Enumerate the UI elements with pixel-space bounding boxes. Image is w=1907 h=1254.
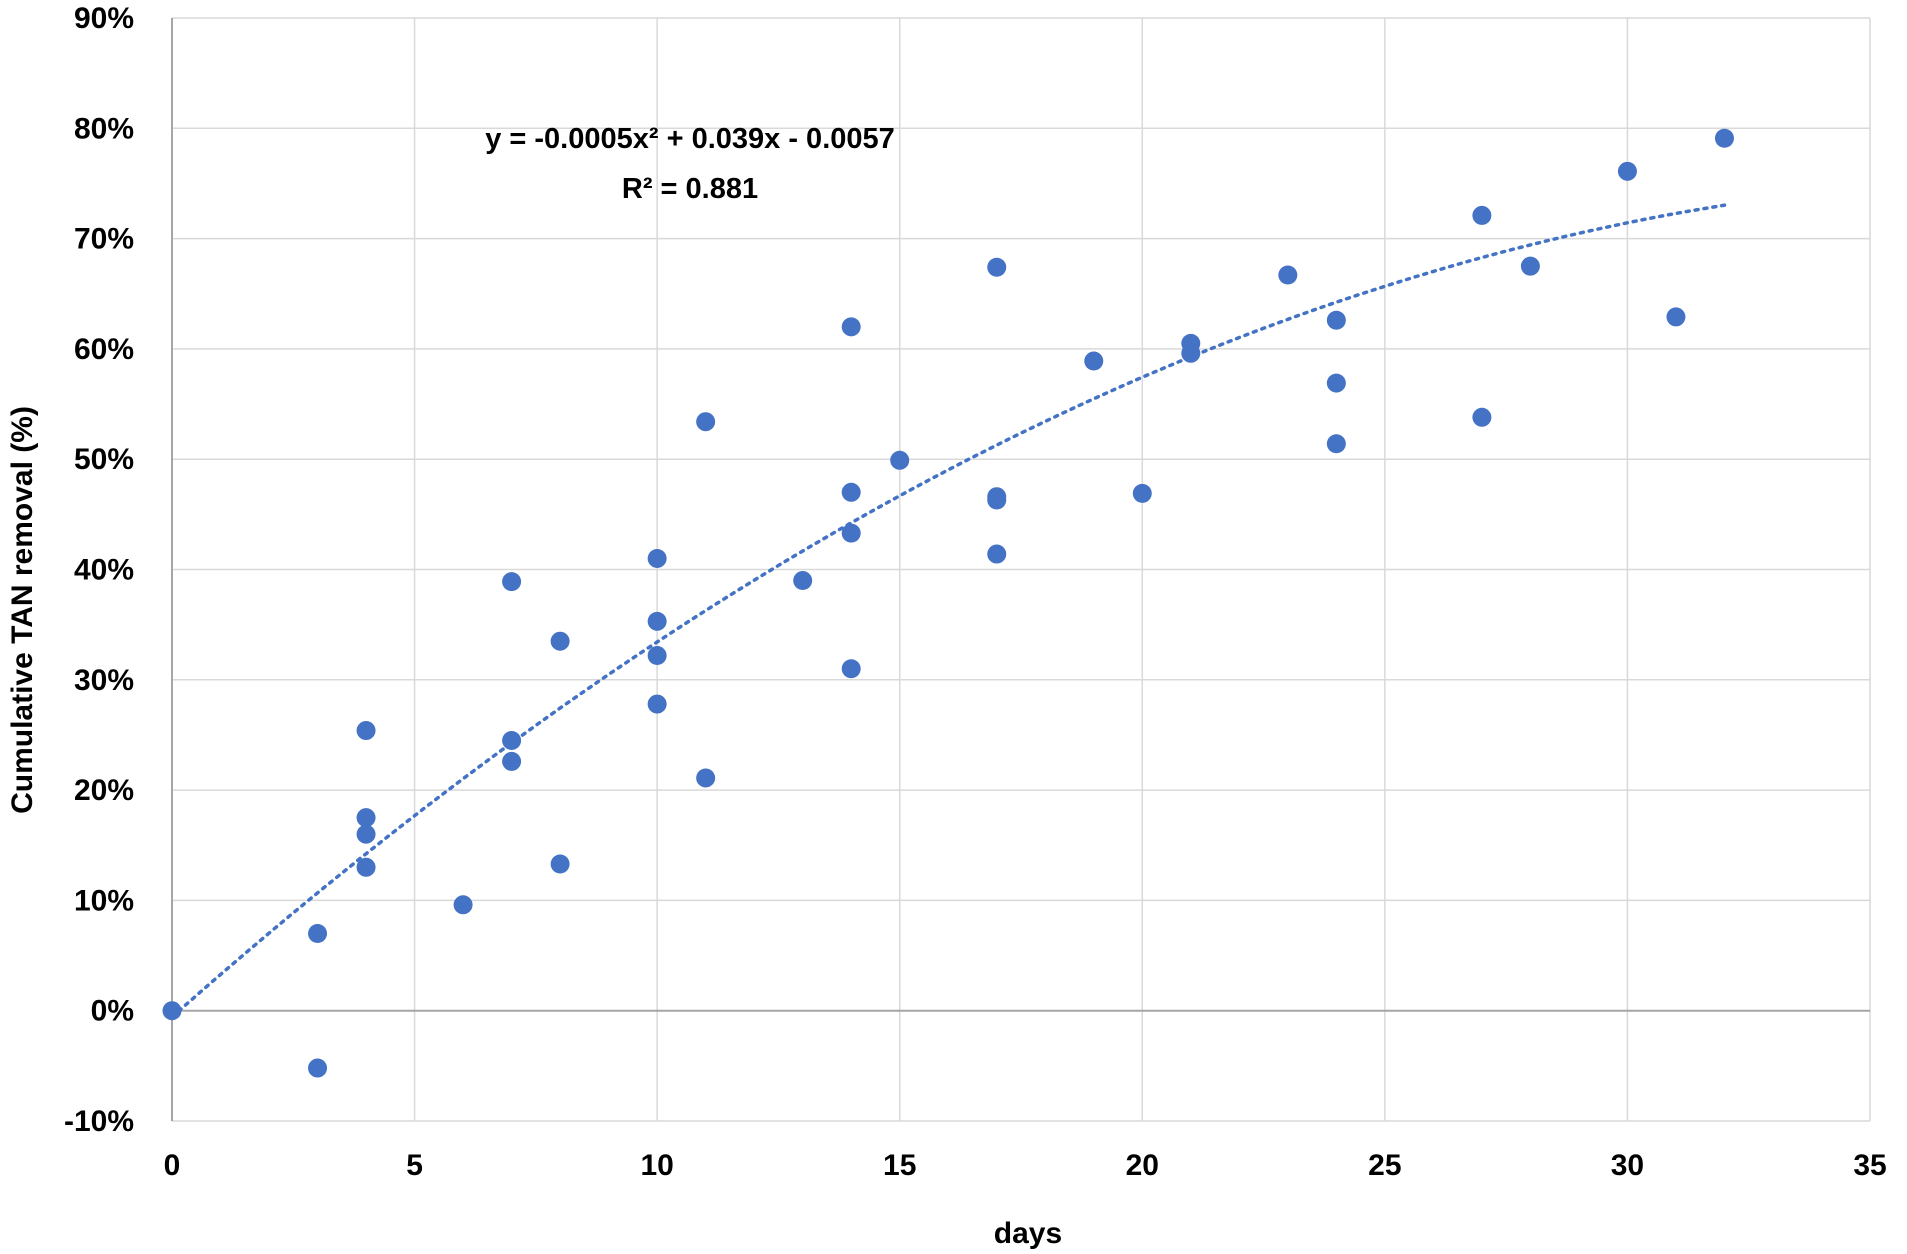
data-point [890, 450, 910, 470]
x-tick-label: 10 [640, 1149, 673, 1182]
data-point [1326, 310, 1346, 330]
data-point [696, 412, 716, 432]
y-tick-label: 50% [74, 443, 134, 476]
data-point [453, 895, 473, 915]
x-tick-label: 15 [883, 1149, 916, 1182]
data-point [1617, 161, 1637, 181]
data-point [647, 548, 667, 568]
y-tick-label: 0% [91, 995, 134, 1028]
trendline [170, 203, 1727, 1019]
data-point [1084, 351, 1104, 371]
data-point [1714, 128, 1734, 148]
data-point [1472, 407, 1492, 427]
data-point [502, 572, 522, 592]
data-point [162, 1001, 182, 1021]
y-tick-label: 60% [74, 333, 134, 366]
data-point [841, 317, 861, 337]
data-point [841, 482, 861, 502]
data-points [162, 128, 1734, 1078]
x-tick-label: 25 [1368, 1149, 1401, 1182]
data-point [550, 631, 570, 651]
data-point [1326, 373, 1346, 393]
x-tick-label: 5 [406, 1149, 423, 1182]
y-tick-label: -10% [64, 1105, 134, 1138]
x-tick-labels: 0 5 10 15 20 25 30 35 [164, 1149, 1887, 1182]
data-point [308, 923, 328, 943]
y-axis-title: Cumulative TAN removal (%) [6, 406, 39, 814]
data-point [1326, 434, 1346, 454]
data-point [841, 659, 861, 679]
data-point [841, 523, 861, 543]
data-point [647, 694, 667, 714]
grid [172, 17, 1871, 1122]
data-point [793, 571, 813, 591]
r-squared-label: R² = 0.881 [622, 173, 758, 205]
data-point [987, 490, 1007, 510]
data-point [356, 824, 376, 844]
x-tick-label: 0 [164, 1149, 181, 1182]
x-tick-label: 30 [1611, 1149, 1644, 1182]
data-point [987, 257, 1007, 277]
data-point [647, 611, 667, 631]
data-point [1278, 265, 1298, 285]
data-point [1520, 256, 1540, 276]
data-point [1132, 483, 1152, 503]
y-tick-label: 30% [74, 664, 134, 697]
data-point [356, 721, 376, 741]
data-point [502, 751, 522, 771]
y-tick-label: 70% [74, 223, 134, 256]
y-tick-label: 20% [74, 774, 134, 807]
y-tick-label: 40% [74, 554, 134, 587]
y-tick-label: 80% [74, 112, 134, 145]
data-point [550, 854, 570, 874]
data-point [502, 730, 522, 750]
data-point [647, 646, 667, 666]
data-point [987, 544, 1007, 564]
data-point [1472, 205, 1492, 225]
x-tick-label: 20 [1126, 1149, 1159, 1182]
y-tick-label: 10% [74, 884, 134, 917]
y-tick-label: 90% [74, 2, 134, 35]
data-point [308, 1058, 328, 1078]
axes [171, 18, 1870, 1121]
x-tick-label: 35 [1853, 1149, 1886, 1182]
trendline-equation: y = -0.0005x² + 0.039x - 0.0057 [485, 123, 895, 155]
x-axis-title: days [994, 1217, 1062, 1250]
data-point [1666, 307, 1686, 327]
data-point [1181, 343, 1201, 363]
data-point [356, 857, 376, 877]
data-point [696, 768, 716, 788]
data-point [356, 808, 376, 828]
y-tick-labels: -10% 0% 10% 20% 30% 40% 50% 60% 70% 80% 90% [64, 2, 134, 1138]
